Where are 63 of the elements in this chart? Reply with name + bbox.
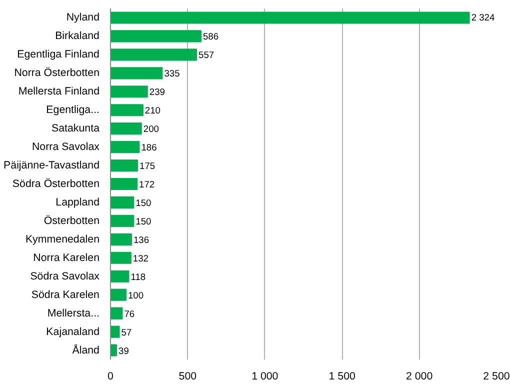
bar [110, 48, 197, 61]
data-label: 150 [136, 216, 152, 226]
y-tick-label: Nyland [66, 12, 100, 24]
x-tick-label: 2 000 [406, 370, 433, 382]
data-label: 239 [149, 87, 165, 98]
x-tick-label: 1 000 [252, 370, 278, 382]
x-tick-label: 500 [178, 370, 197, 382]
data-label: 100 [128, 290, 144, 300]
data-label: 172 [139, 180, 155, 190]
data-label: 186 [141, 142, 157, 153]
y-tick-label: Egentliga Finland [17, 48, 100, 61]
data-label: 39 [118, 346, 129, 356]
bar [110, 270, 130, 282]
bar [110, 12, 470, 24]
data-label: 557 [198, 50, 214, 60]
y-tick-label: Södra Österbotten [12, 178, 100, 190]
y-tick-label: Södra Karelen [31, 288, 100, 301]
y-tick-label: Lappland [56, 196, 100, 208]
y-tick-label: Satakunta [52, 122, 100, 135]
data-label: 132 [132, 253, 148, 264]
bar [110, 196, 134, 209]
data-label: 76 [124, 308, 135, 319]
bar [110, 326, 120, 338]
bar [110, 30, 202, 42]
data-label: 2 324 [471, 12, 495, 23]
data-label: 118 [130, 272, 146, 282]
y-tick-label: Södra Savolax [30, 270, 100, 282]
data-label: 200 [143, 124, 159, 134]
x-tick-label: 0 [108, 370, 114, 382]
bar [110, 288, 126, 301]
y-tick-label: Norra Karelen [33, 252, 100, 264]
bar [110, 178, 138, 190]
x-tick-label: 1 500 [328, 370, 356, 382]
bar [110, 67, 163, 80]
y-tick-label: Kajanaland [46, 326, 100, 338]
bar [110, 344, 118, 356]
data-label: 136 [134, 234, 150, 245]
data-label: 57 [121, 327, 132, 338]
y-tick-label: Egentliga... [46, 104, 100, 116]
data-label: 150 [136, 198, 152, 208]
y-tick-label: Päijänne-Tavastland [4, 160, 100, 172]
bar [110, 159, 138, 172]
y-tick-label: Mellersta... [47, 307, 100, 320]
y-tick-label: Österbotten [44, 214, 100, 227]
bar [110, 122, 142, 135]
data-label: 210 [144, 106, 160, 116]
y-tick-label: Kymmenedalen [25, 233, 100, 246]
data-label: 586 [202, 32, 219, 42]
bar [110, 104, 144, 116]
y-tick-label: Norra Savolax [32, 141, 100, 154]
bar [110, 252, 132, 264]
y-tick-label: Norra Österbotten [14, 67, 100, 80]
x-tick-label: 2 500 [483, 370, 510, 382]
bar [110, 86, 148, 98]
y-tick-label: Birkaland [55, 30, 100, 42]
bar [110, 233, 132, 246]
bar [110, 214, 134, 227]
y-tick-label: Mellersta Finland [18, 86, 100, 98]
bar [110, 307, 123, 320]
y-tick-label: Åland [72, 343, 100, 356]
data-label: 175 [140, 161, 156, 172]
bar [110, 141, 140, 154]
data-label: 335 [164, 68, 180, 79]
